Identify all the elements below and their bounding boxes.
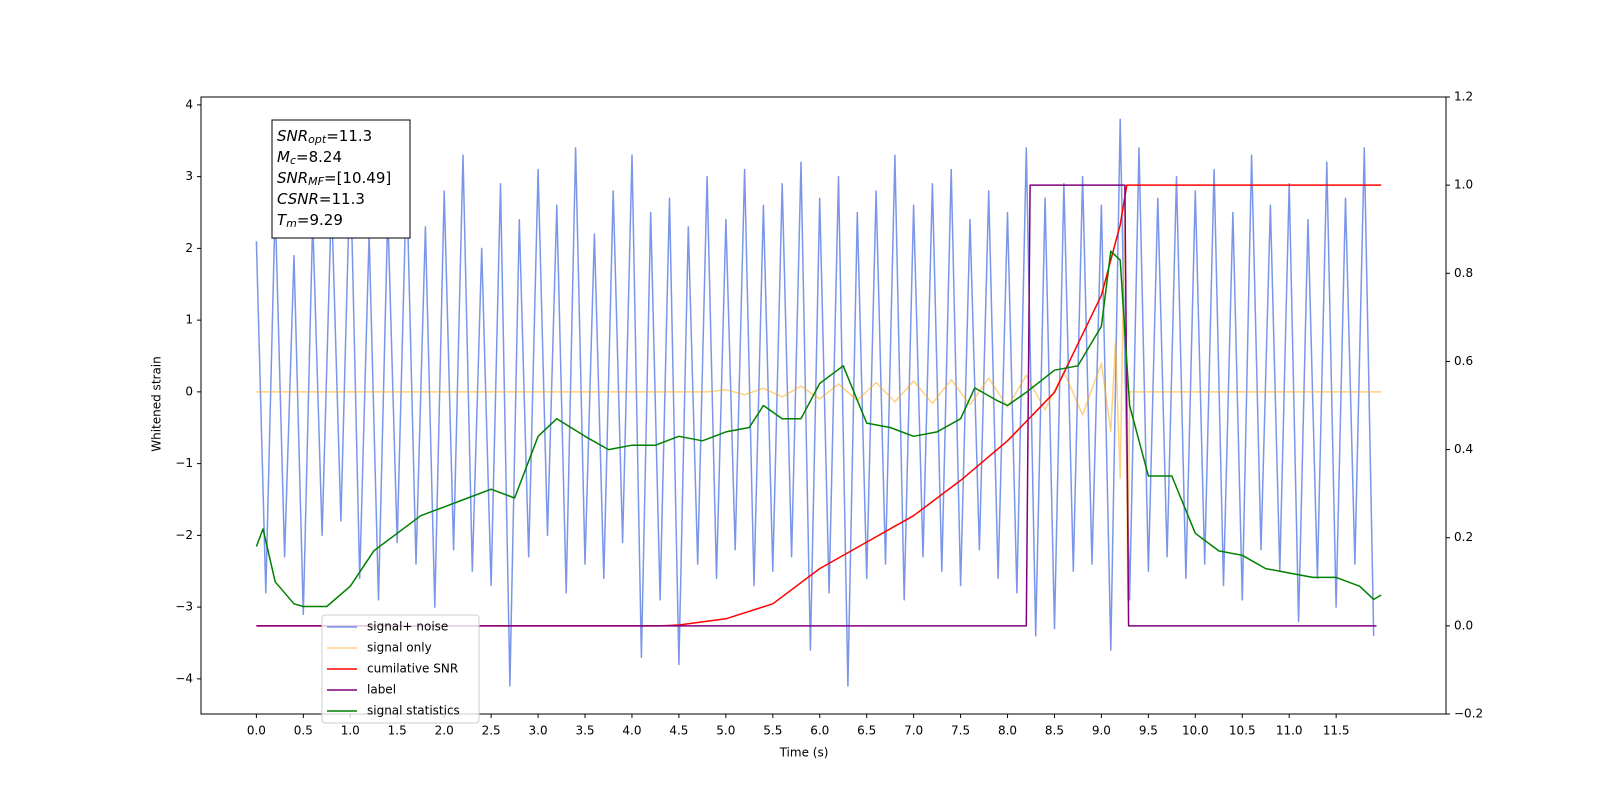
x-tick-label: 2.0: [435, 724, 454, 738]
plot-frame: [200, 96, 1447, 715]
x-tick-label: 1.5: [388, 724, 407, 738]
legend-label: signal statistics: [367, 704, 460, 718]
y-tick-label: 3: [185, 169, 193, 183]
y2-tick-label: 0.6: [1454, 354, 1473, 368]
x-tick-label: 3.0: [529, 724, 548, 738]
annotation-symbol: T: [277, 211, 288, 229]
series-line: [256, 184, 1382, 627]
annotation-value: =9.29: [297, 211, 343, 229]
x-tick-label: 3.5: [575, 724, 594, 738]
annotation-symbol: M: [277, 148, 290, 166]
annotation-line: CSNR=11.3: [277, 190, 365, 208]
legend-label: signal only: [367, 641, 432, 655]
x-tick-label: 0.0: [247, 724, 266, 738]
y-tick-label: 4: [185, 97, 193, 111]
annotation-subscript: opt: [308, 133, 327, 146]
x-tick-label: 5.0: [716, 724, 735, 738]
annotation-line: SNRMF=[10.49]: [277, 169, 391, 189]
legend-label: cumilative SNR: [367, 662, 458, 676]
annotation-symbol: SNR: [277, 127, 308, 145]
annotation-line: SNRopt=11.3: [277, 127, 372, 147]
series-line: [256, 190, 1382, 601]
annotation-subscript: MF: [308, 175, 324, 188]
x-tick-label: 5.5: [763, 724, 782, 738]
x-tick-label: 2.5: [482, 724, 501, 738]
x-tick-label: 10.0: [1182, 724, 1209, 738]
x-tick-label: 6.0: [810, 724, 829, 738]
x-tick-label: 11.0: [1276, 724, 1303, 738]
x-tick-label: 7.5: [951, 724, 970, 738]
series-line: [255, 250, 1382, 608]
y-tick-label: 2: [185, 241, 193, 255]
annotation-box: SNRopt=11.3Mc=8.24SNRMF=[10.49]CSNR=11.3…: [271, 119, 411, 239]
y2-tick-label: 0.8: [1454, 266, 1473, 280]
y2-tick-label: 0.0: [1454, 618, 1473, 632]
legend: signal+ noise signal only cumilative SNR la…: [321, 614, 480, 724]
y2-tick-label: 1.0: [1454, 178, 1473, 192]
y2-tick-label: 1.2: [1454, 90, 1473, 104]
legend-label: signal+ noise: [367, 620, 448, 634]
y-tick-label: 1: [185, 313, 193, 327]
annotation-value: =[10.49]: [324, 169, 391, 187]
x-tick-label: 1.0: [341, 724, 360, 738]
y-tick-label: −2: [175, 528, 193, 542]
x-tick-label: 4.0: [622, 724, 641, 738]
annotation-subscript: m: [286, 217, 297, 230]
annotation-line: Tm=9.29: [277, 211, 343, 231]
x-tick-label: 9.5: [1139, 724, 1158, 738]
annotation-line: Mc=8.24: [277, 148, 342, 168]
series-line: [255, 118, 1375, 687]
annotation-value: =11.3: [326, 127, 372, 145]
annotation-subscript: c: [290, 154, 296, 167]
annotation-symbol: CSNR: [277, 190, 319, 208]
series-line: [256, 184, 1377, 627]
x-tick-label: 9.0: [1092, 724, 1111, 738]
y-axis-label: Whitened strain: [150, 356, 164, 452]
x-tick-label: 8.5: [1045, 724, 1064, 738]
x-axis-label: Time (s): [779, 746, 829, 760]
x-tick-label: 11.5: [1323, 724, 1350, 738]
y-tick-label: 0: [185, 384, 193, 398]
annotation-frame: [271, 119, 411, 239]
x-tick-label: 6.5: [857, 724, 876, 738]
y2-tick-label: 0.4: [1454, 442, 1473, 456]
annotation-value: =11.3: [319, 190, 365, 208]
annotation-symbol: SNR: [277, 169, 308, 187]
y-tick-label: −4: [175, 671, 193, 685]
y2-tick-label: −0.2: [1454, 707, 1483, 721]
x-tick-label: 10.5: [1229, 724, 1256, 738]
x-tick-label: 8.0: [998, 724, 1017, 738]
y2-tick-label: 0.2: [1454, 530, 1473, 544]
x-tick-label: 7.0: [904, 724, 923, 738]
annotation-value: =8.24: [296, 148, 342, 166]
legend-label: label: [367, 683, 396, 697]
x-tick-label: 0.5: [294, 724, 313, 738]
x-tick-label: 4.5: [669, 724, 688, 738]
y-tick-label: −3: [175, 600, 193, 614]
legend-frame: [321, 614, 480, 724]
y-tick-label: −1: [175, 456, 193, 470]
